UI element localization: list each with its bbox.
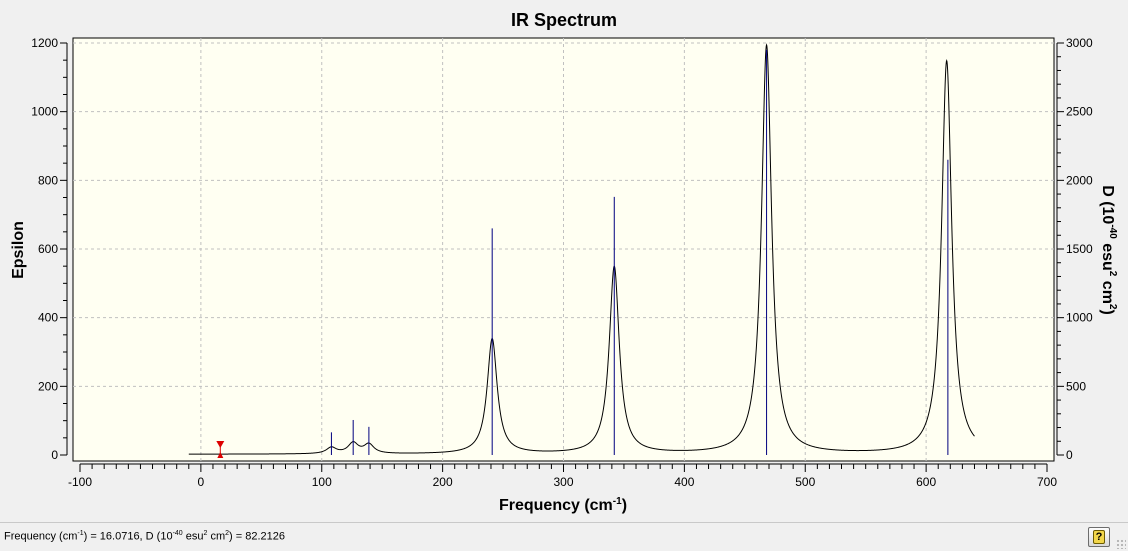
chart-title: IR Spectrum [511,10,617,30]
status-sup: 2 [203,530,208,537]
y2-axis-label: D (10-40 esu2 cm2) [1099,185,1118,315]
x-tick-label: 300 [553,475,573,489]
chart-canvas[interactable]: IR Spectrum -100 0 100 200 300 400 500 600 700 0 20… [0,0,1128,522]
y-axis-label: Epsilon [10,221,27,279]
status-part: ) = 82.2126 [229,530,286,543]
status-part: esu [182,530,204,543]
ir-spectrum-chart[interactable]: IR Spectrum -100 0 100 200 300 400 500 600 700 0 20… [0,0,1128,522]
y-tick-label: 1000 [31,105,58,119]
frequency-marker-top [216,441,225,448]
x-tick-label: 200 [433,475,453,489]
status-sup: -40 [172,530,183,537]
status-bar: Frequency (cm-1) = 16.0716, D (10-40 esu… [0,522,1128,551]
x-tick-label: 600 [916,475,936,489]
y2-tick-label: 0 [1066,448,1073,462]
status-part: ) = 16.0716, D (10 [83,530,173,543]
y-tick-label: 200 [38,379,58,393]
y2-tick-label: 1000 [1066,311,1093,325]
resize-grip[interactable] [1116,539,1126,549]
x-tick-label: 400 [674,475,694,489]
x-tick-label: -100 [68,475,92,489]
status-part: Frequency (cm [4,530,78,543]
x-tick-label: 100 [312,475,332,489]
x-tick-label: 500 [795,475,815,489]
y2-tick-label: 500 [1066,379,1086,393]
frequency-marker-bottom [217,452,224,458]
y-tick-label: 600 [38,242,58,256]
y2-tick-label: 1500 [1066,242,1093,256]
x-axis-label: Frequency (cm-1) [499,496,627,514]
y-tick-label: 400 [38,311,58,325]
y2-tick-label: 2500 [1066,105,1093,119]
status-sup: 2 [225,530,230,537]
y-tick-label: 1200 [31,36,58,50]
y-tick-label: 800 [38,173,58,187]
status-sup: -1 [77,530,84,537]
y2-tick-label: 2000 [1066,173,1093,187]
x-tick-label: 0 [198,475,205,489]
status-readout: Frequency (cm-1) = 16.0716, D (10-40 esu… [4,530,285,543]
help-icon: ? [1093,530,1105,544]
y2-tick-label: 3000 [1066,36,1093,50]
x-tick-label: 700 [1037,475,1057,489]
help-button[interactable]: ? [1088,527,1110,547]
y-tick-label: 0 [51,448,58,462]
spectrum-curve [188,43,975,455]
status-part: cm [207,530,226,543]
